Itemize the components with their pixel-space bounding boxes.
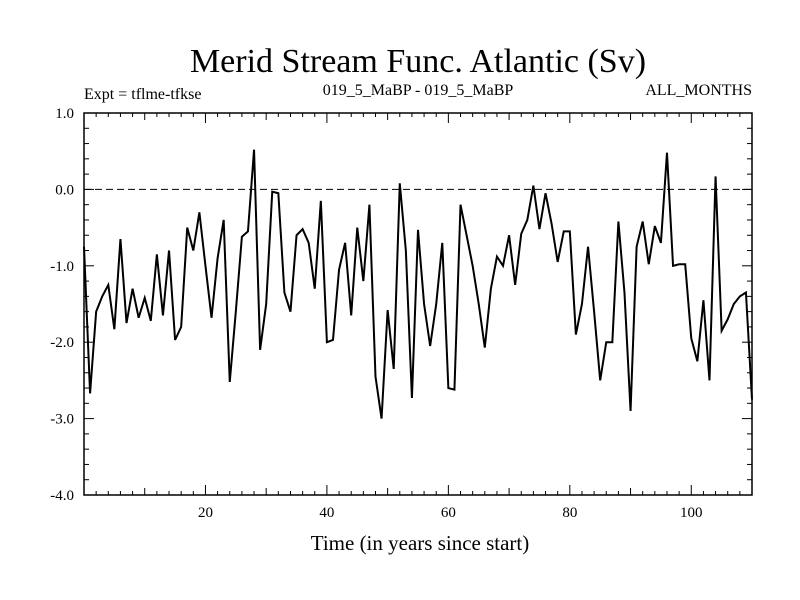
y-tick-label: 0.0: [55, 182, 74, 198]
y-tick-label: -2.0: [50, 335, 74, 351]
x-tick-label: 40: [319, 505, 334, 521]
x-tick-label: 100: [680, 505, 703, 521]
series-layer: [83, 149, 753, 419]
y-tick-label: -3.0: [50, 412, 74, 428]
y-tick-label: -1.0: [50, 259, 74, 275]
ticks-layer: 20 40 60 80 100 1.0 0.0 -1.0 -2.0 -3.0 -4.0: [50, 106, 752, 521]
months-label: ALL_MONTHS: [645, 82, 752, 99]
y-tick-label: 1.0: [55, 106, 74, 122]
period-label: 019_5_MaBP - 019_5_MaBP: [323, 82, 514, 99]
y-tick-label: -4.0: [50, 488, 74, 504]
x-tick-label: 20: [198, 505, 213, 521]
axis-layer: [83, 112, 753, 496]
experiment-label: Expt = tflme-tfkse: [84, 86, 201, 103]
plot-frame: [83, 112, 753, 496]
chart-title: Merid Stream Func. Atlantic (Sv): [190, 43, 646, 80]
series-line-0: [83, 149, 753, 419]
x-tick-label: 80: [562, 505, 577, 521]
x-axis-label: Time (in years since start): [311, 531, 530, 555]
x-tick-label: 60: [441, 505, 456, 521]
